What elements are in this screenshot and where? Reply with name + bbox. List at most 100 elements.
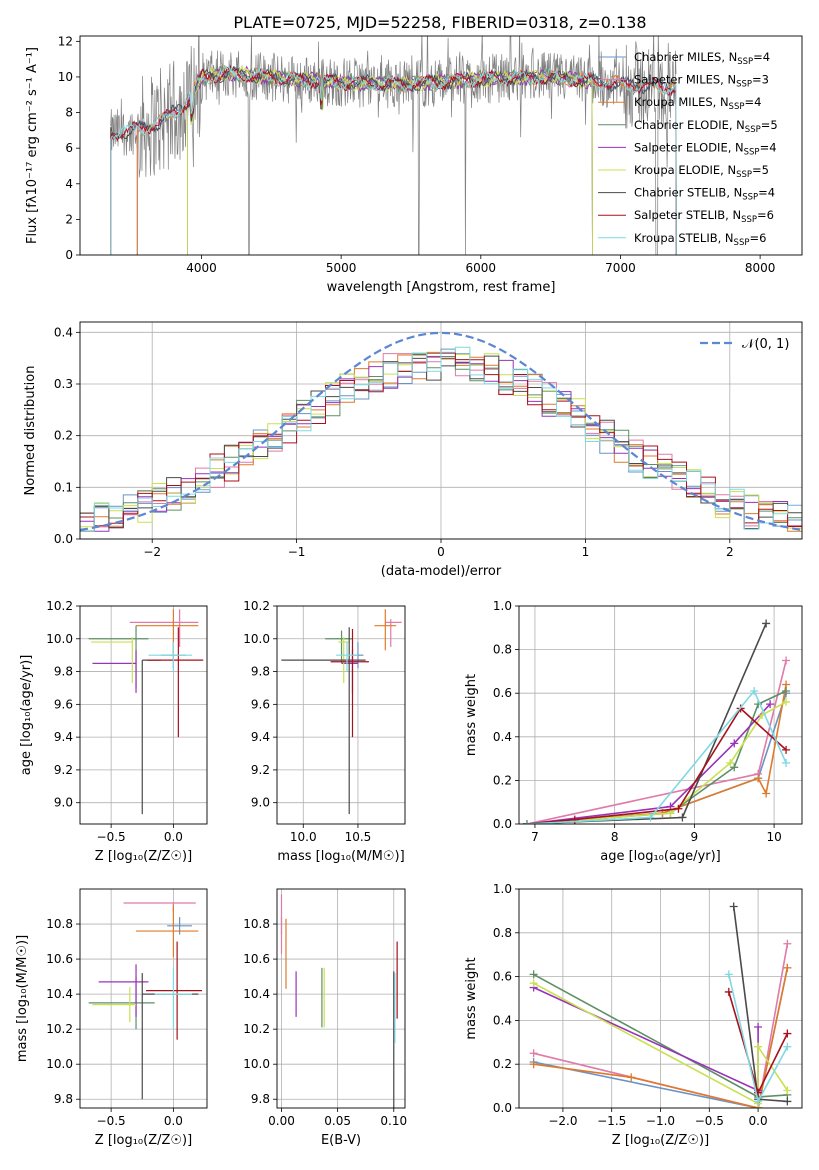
x-tick-label: 0.05 (324, 1114, 351, 1128)
y-tick-label: 0.2 (493, 1057, 512, 1071)
weight-marker (627, 1073, 636, 1082)
legend: 𝒩(0, 1) (700, 337, 789, 352)
weight-line (526, 690, 787, 824)
x-tick-label: 0.10 (380, 1114, 407, 1128)
legend-value: =4 (753, 50, 770, 64)
y-axis-label: Flux [fλ10⁻¹⁷ erg cm⁻² s⁻¹ A⁻¹] (25, 47, 40, 244)
legend-label: Chabrier MILES, NSSP=4 (634, 50, 770, 67)
legend-sub: SSP (742, 193, 758, 203)
weight-line (533, 986, 759, 1092)
x-axis-label: Z [log₁₀(Z/Z☉)] (95, 1133, 192, 1148)
data-spectrum-line (110, 36, 677, 255)
y-tick-label: 0.2 (54, 429, 73, 443)
legend-label: Kroupa STELIB, NSSP=6 (634, 231, 766, 248)
plot-area-age_vs_Z (88, 609, 204, 815)
y-tick-label: 9.0 (54, 796, 73, 810)
weight-marker (754, 1042, 763, 1051)
legend-sub: SSP (734, 238, 750, 248)
y-tick-label: 10.2 (46, 599, 73, 613)
weight-marker (529, 979, 538, 988)
y-tick-label: 12 (58, 34, 73, 48)
legend-label: Chabrier STELIB, NSSP=4 (634, 186, 775, 203)
weight-marker (529, 970, 538, 979)
x-tick-label: −2 (143, 545, 161, 559)
axes-frame (518, 605, 803, 825)
x-tick-label: 10 (766, 830, 781, 844)
x-tick-label: 5000 (326, 261, 357, 275)
weight-marker (783, 939, 792, 948)
x-tick-label: 0 (437, 545, 445, 559)
x-axis-label: wavelength [Angstrom, rest frame] (327, 280, 556, 295)
y-tick-label: 10.0 (46, 1057, 73, 1071)
weight-marker (529, 1060, 538, 1069)
legend-sub: SSP (741, 215, 757, 225)
y-tick-label: 9.4 (54, 730, 73, 744)
y-tick-label: 0.8 (493, 643, 512, 657)
weight-marker (666, 809, 675, 818)
legend-value: =6 (749, 231, 766, 245)
legend-label: Kroupa ELODIE, NSSP=5 (634, 163, 769, 180)
y-tick-label: 10.6 (46, 952, 73, 966)
x-tick-label: 4000 (186, 261, 217, 275)
y-tick-label: 0.0 (493, 817, 512, 831)
weight-line (526, 660, 787, 824)
y-tick-label: 9.6 (251, 697, 270, 711)
axes-mass_vs_ebv: 0.00 0.05 0.10 9.8 10.0 10.2 10.4 10.6 10.8 E(B-V… (243, 888, 407, 1148)
x-axis-label: Z [log₁₀(Z/Z☉)] (95, 849, 192, 864)
y-tick-label: 9.0 (251, 796, 270, 810)
y-tick-label: 8 (65, 106, 73, 120)
weight-marker (762, 789, 771, 798)
weight-marker (729, 902, 738, 911)
weight-marker (782, 745, 791, 754)
x-tick-label: 0.0 (164, 830, 183, 844)
x-tick-label: 9 (691, 830, 699, 844)
x-tick-label: −1.0 (646, 1114, 675, 1128)
y-tick-label: 0.6 (493, 686, 512, 700)
legend-sub: SSP (736, 170, 752, 180)
y-tick-label: 9.8 (54, 665, 73, 679)
legend-label: Chabrier ELODIE, NSSP=5 (634, 118, 778, 135)
y-tick-label: 1.0 (493, 882, 512, 896)
weight-marker (754, 774, 763, 783)
y-tick-label: 9.8 (251, 665, 270, 679)
legend-sub: SSP (737, 57, 753, 67)
plot-area-spectrum (110, 36, 677, 255)
weight-marker (754, 1097, 763, 1106)
legend-name: Kroupa STELIB, N (634, 231, 734, 245)
axes-spectrum: 4000 5000 6000 7000 8000 0 2 4 6 8 10 12 wavelength … (25, 34, 803, 295)
legend-sub: SSP (744, 147, 760, 157)
weight-line (533, 982, 789, 1105)
y-tick-label: 6 (65, 141, 73, 155)
x-tick-label: 6000 (466, 261, 497, 275)
model-spectrum-line (110, 64, 677, 255)
legend-value: =4 (744, 95, 761, 109)
legend-name: Chabrier ELODIE, N (634, 118, 745, 132)
legend-name: Chabrier MILES, N (634, 50, 737, 64)
y-tick-label: 0.8 (493, 926, 512, 940)
y-tick-label: 10.0 (243, 632, 270, 646)
x-tick-label: −1 (288, 545, 306, 559)
axes-weight_vs_Z: −2.0 −1.5 −1.0 −0.5 0.0 0.0 0.2 0.4 0.6 0.8 1.0 Z [… (464, 882, 803, 1148)
legend-name: Salpeter ELODIE, N (634, 140, 744, 154)
axes-mass_vs_Z: −0.5 0.0 9.8 10.0 10.2 10.4 10.6 10.8 Z [log₁₀(Z… (15, 888, 208, 1148)
plot-area-mass_vs_ebv (280, 894, 398, 1108)
y-tick-label: 10.0 (243, 1057, 270, 1071)
weight-marker (646, 813, 655, 822)
axes-frame (518, 888, 803, 1109)
y-tick-label: 0.3 (54, 377, 73, 391)
weight-marker (724, 970, 733, 979)
y-tick-label: 10.6 (243, 952, 270, 966)
y-axis-label: mass weight (464, 674, 479, 756)
weight-marker (766, 700, 775, 709)
y-tick-label: 9.6 (54, 697, 73, 711)
axes-age_vs_mass: 10.0 10.5 9.0 9.2 9.4 9.6 9.8 10.0 10.2 mass [log… (243, 599, 406, 864)
y-tick-label: 9.2 (251, 763, 270, 777)
y-tick-label: 0.0 (493, 1101, 512, 1115)
y-tick-label: 10 (58, 70, 73, 84)
legend-value: =5 (752, 163, 769, 177)
legend-value: =6 (757, 208, 774, 222)
y-tick-label: 0.4 (493, 1013, 512, 1027)
weight-line (526, 689, 787, 824)
weight-line (526, 684, 787, 824)
